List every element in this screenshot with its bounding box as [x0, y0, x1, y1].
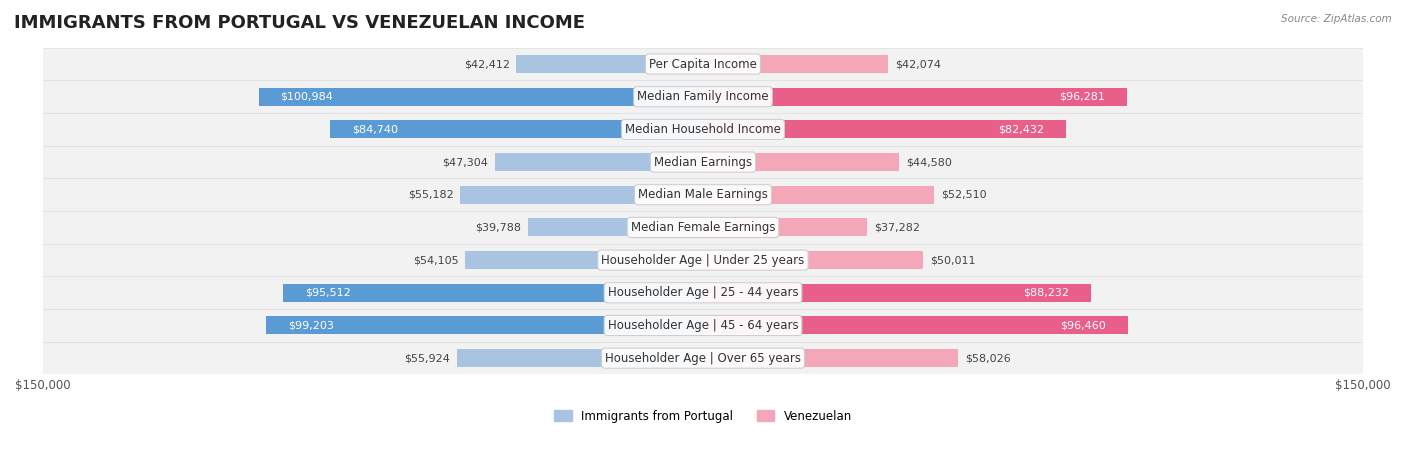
Bar [42, 309, 1364, 342]
Text: $58,026: $58,026 [965, 353, 1011, 363]
Bar [283, 284, 703, 302]
Text: $82,432: $82,432 [998, 124, 1043, 134]
Text: Median Male Earnings: Median Male Earnings [638, 188, 768, 201]
Text: Median Female Earnings: Median Female Earnings [631, 221, 775, 234]
Text: $39,788: $39,788 [475, 222, 522, 233]
Text: Median Family Income: Median Family Income [637, 90, 769, 103]
Text: Per Capita Income: Per Capita Income [650, 57, 756, 71]
Bar [460, 186, 703, 204]
Text: $37,282: $37,282 [873, 222, 920, 233]
Legend: Immigrants from Portugal, Venezuelan: Immigrants from Portugal, Venezuelan [550, 405, 856, 427]
Bar [42, 342, 1364, 375]
Bar [703, 120, 1066, 138]
Text: $52,510: $52,510 [941, 190, 987, 200]
Text: $42,074: $42,074 [894, 59, 941, 69]
Bar [42, 146, 1364, 178]
Text: $44,580: $44,580 [905, 157, 952, 167]
Text: $100,984: $100,984 [281, 92, 333, 102]
Bar [42, 80, 1364, 113]
Text: Householder Age | 45 - 64 years: Householder Age | 45 - 64 years [607, 319, 799, 332]
Text: Householder Age | Under 25 years: Householder Age | Under 25 years [602, 254, 804, 267]
Bar [703, 284, 1091, 302]
Bar [42, 211, 1364, 244]
Bar [703, 153, 900, 171]
Text: $50,011: $50,011 [929, 255, 976, 265]
Bar [42, 276, 1364, 309]
Bar [42, 244, 1364, 276]
Text: $96,460: $96,460 [1060, 320, 1105, 331]
Bar [42, 48, 1364, 80]
Bar [259, 88, 703, 106]
Text: $84,740: $84,740 [352, 124, 398, 134]
Text: $99,203: $99,203 [288, 320, 335, 331]
Text: Source: ZipAtlas.com: Source: ZipAtlas.com [1281, 14, 1392, 24]
Bar [703, 219, 868, 236]
Text: $88,232: $88,232 [1024, 288, 1070, 298]
Bar [703, 251, 924, 269]
Bar [703, 55, 889, 73]
Bar [527, 219, 703, 236]
Text: $96,281: $96,281 [1059, 92, 1105, 102]
Bar [703, 186, 934, 204]
Bar [703, 349, 959, 367]
Bar [42, 178, 1364, 211]
Text: $42,412: $42,412 [464, 59, 510, 69]
Bar [330, 120, 703, 138]
Bar [266, 317, 703, 334]
Bar [457, 349, 703, 367]
Bar [465, 251, 703, 269]
Text: IMMIGRANTS FROM PORTUGAL VS VENEZUELAN INCOME: IMMIGRANTS FROM PORTUGAL VS VENEZUELAN I… [14, 14, 585, 32]
Text: Median Earnings: Median Earnings [654, 156, 752, 169]
Text: Householder Age | 25 - 44 years: Householder Age | 25 - 44 years [607, 286, 799, 299]
Text: $55,924: $55,924 [405, 353, 450, 363]
Text: $54,105: $54,105 [412, 255, 458, 265]
Text: Householder Age | Over 65 years: Householder Age | Over 65 years [605, 352, 801, 365]
Text: $47,304: $47,304 [443, 157, 488, 167]
Text: Median Household Income: Median Household Income [626, 123, 780, 136]
Bar [703, 317, 1128, 334]
Bar [516, 55, 703, 73]
Text: $55,182: $55,182 [408, 190, 454, 200]
Text: $95,512: $95,512 [305, 288, 350, 298]
Bar [495, 153, 703, 171]
Bar [42, 113, 1364, 146]
Bar [703, 88, 1126, 106]
